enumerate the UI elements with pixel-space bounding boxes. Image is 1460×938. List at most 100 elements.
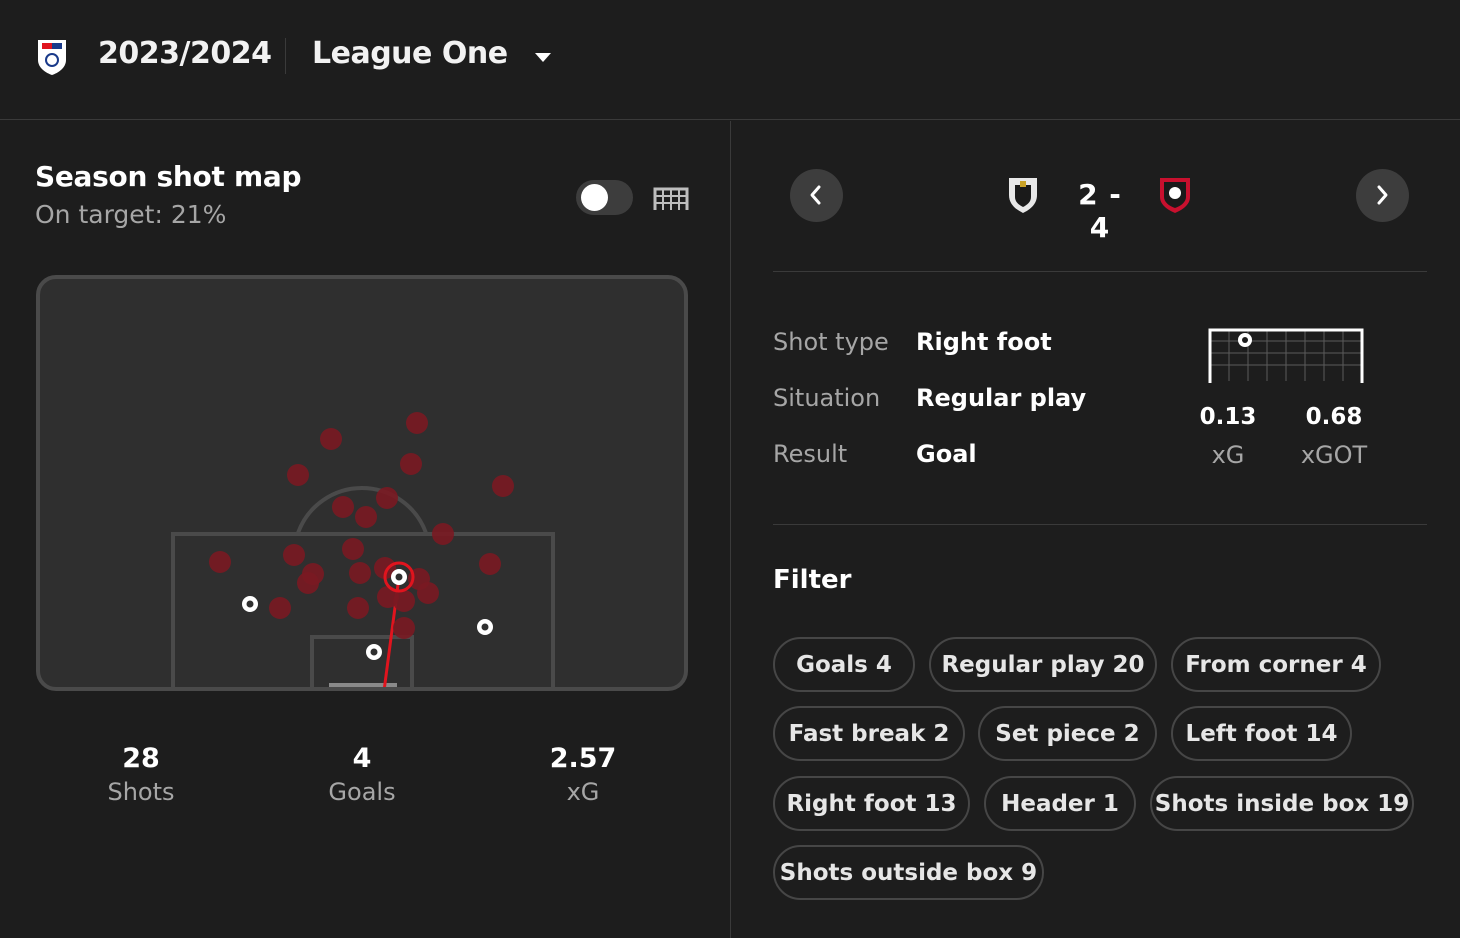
stat-value: 2.57: [549, 743, 617, 774]
stat-goals: 4 Goals: [282, 743, 442, 806]
filter-chip-goals[interactable]: Goals 4: [773, 637, 915, 692]
six-yard-box: [310, 635, 414, 687]
shotmap-title: Season shot map: [35, 160, 302, 193]
on-target-text: On target: 21%: [35, 200, 227, 229]
shot-marker-miss[interactable]: [332, 496, 354, 518]
shot-marker-miss[interactable]: [374, 557, 396, 579]
chip-count: 20: [1112, 651, 1145, 678]
shot-type-value: Right foot: [916, 328, 1052, 356]
shot-marker-miss[interactable]: [393, 617, 415, 639]
caret-down-icon[interactable]: [533, 50, 553, 64]
filter-chip-set-piece[interactable]: Set piece 2: [978, 706, 1157, 761]
shot-marker-miss[interactable]: [347, 597, 369, 619]
situation-value: Regular play: [916, 384, 1087, 412]
shot-map-svg: [171, 412, 555, 687]
goal-frame-icon: [1208, 328, 1364, 383]
chip-label: Set piece: [995, 720, 1116, 747]
xg-label: xG: [1211, 441, 1245, 469]
chip-count: 13: [924, 790, 957, 817]
shot-marker-miss[interactable]: [269, 597, 291, 619]
port-vale-crest-icon: [1009, 178, 1037, 213]
shot-marker-miss[interactable]: [342, 538, 364, 560]
shot-marker-miss[interactable]: [417, 582, 439, 604]
stat-value: 28: [122, 743, 160, 774]
chip-count: 4: [1350, 651, 1367, 678]
header-divider: [285, 38, 286, 74]
situation-label: Situation: [773, 384, 881, 412]
prev-shot-button[interactable]: [790, 169, 843, 222]
shot-marker-miss[interactable]: [393, 590, 415, 612]
stat-label: Shots: [107, 778, 175, 806]
stat-shots: 28 Shots: [61, 743, 221, 806]
divider-line: [773, 271, 1427, 272]
chip-label: Fast break: [788, 720, 926, 747]
filter-chip-right-foot[interactable]: Right foot 13: [773, 776, 970, 831]
chip-label: Left foot: [1185, 720, 1298, 747]
chip-label: Right foot: [786, 790, 917, 817]
filter-chip-regular-play[interactable]: Regular play 20: [929, 637, 1157, 692]
shot-marker-miss[interactable]: [283, 544, 305, 566]
shot-marker-miss[interactable]: [209, 551, 231, 573]
result-value: Goal: [916, 440, 977, 468]
toggle-knob: [581, 184, 608, 211]
filter-chip-left-foot[interactable]: Left foot 14: [1171, 706, 1352, 761]
shot-marker-miss[interactable]: [479, 553, 501, 575]
filter-chip-from-corner[interactable]: From corner 4: [1171, 637, 1381, 692]
panel-divider: [730, 121, 731, 938]
shot-marker-miss[interactable]: [320, 428, 342, 450]
shot-marker-miss[interactable]: [400, 453, 422, 475]
chip-label: Regular play: [941, 651, 1105, 678]
shot-marker-miss[interactable]: [297, 572, 319, 594]
next-shot-button[interactable]: [1356, 169, 1409, 222]
chip-label: From corner: [1185, 651, 1343, 678]
season-selector[interactable]: 2023/2024: [98, 36, 272, 71]
filter-title: Filter: [773, 565, 852, 595]
shot-marker-miss[interactable]: [376, 487, 398, 509]
chip-count: 2: [933, 720, 950, 747]
xgot-label: xGOT: [1300, 441, 1368, 469]
chip-label: Goals: [796, 651, 868, 678]
chip-count: 2: [1123, 720, 1140, 747]
goal-net-icon[interactable]: [652, 184, 690, 212]
xg-value: 0.13: [1199, 404, 1257, 430]
penalty-box: [171, 532, 555, 687]
shot-marker-miss[interactable]: [432, 523, 454, 545]
shot-marker-miss[interactable]: [355, 506, 377, 528]
chip-label: Header: [1001, 790, 1095, 817]
penalty-arc: [296, 486, 428, 534]
selected-shot-ring: [383, 561, 415, 593]
stat-xg: 2.57 xG: [503, 743, 663, 806]
league-selector[interactable]: League One: [312, 36, 508, 71]
shot-marker-goal[interactable]: [366, 644, 382, 660]
shot-marker-miss[interactable]: [287, 464, 309, 486]
selected-shot-marker[interactable]: [391, 569, 407, 585]
exeter-city-crest-icon: [1160, 178, 1190, 213]
view-toggle[interactable]: [576, 180, 633, 215]
stat-label: xG: [566, 778, 600, 806]
chip-count: 1: [1102, 790, 1119, 817]
filter-chip-header[interactable]: Header 1: [984, 776, 1136, 831]
top-bar: 2023/2024 League One: [0, 0, 1460, 120]
league-crest-icon: [38, 40, 66, 75]
chip-label: Shots outside box: [779, 859, 1014, 886]
filter-chip-shots-inside-box[interactable]: Shots inside box 19: [1150, 776, 1414, 831]
filter-chip-fast-break[interactable]: Fast break 2: [773, 706, 965, 761]
shot-type-label: Shot type: [773, 328, 889, 356]
chip-count: 19: [1377, 790, 1410, 817]
chevron-right-icon: [1377, 185, 1388, 205]
shot-marker-goal[interactable]: [242, 596, 258, 612]
xgot-value: 0.68: [1305, 404, 1363, 430]
chip-label: Shots inside box: [1154, 790, 1370, 817]
shot-marker-miss[interactable]: [406, 412, 428, 434]
result-label: Result: [773, 440, 848, 468]
chip-count: 14: [1305, 720, 1338, 747]
filter-chip-shots-outside-box[interactable]: Shots outside box 9: [773, 845, 1044, 900]
chip-count: 9: [1021, 859, 1038, 886]
chip-count: 4: [875, 651, 892, 678]
goal-mouth: [329, 683, 397, 687]
shot-marker-miss[interactable]: [349, 562, 371, 584]
shot-marker-goal[interactable]: [477, 619, 493, 635]
match-score: 2 - 4: [1078, 178, 1122, 244]
shot-map-pitch: [36, 275, 688, 691]
shot-marker-miss[interactable]: [492, 475, 514, 497]
